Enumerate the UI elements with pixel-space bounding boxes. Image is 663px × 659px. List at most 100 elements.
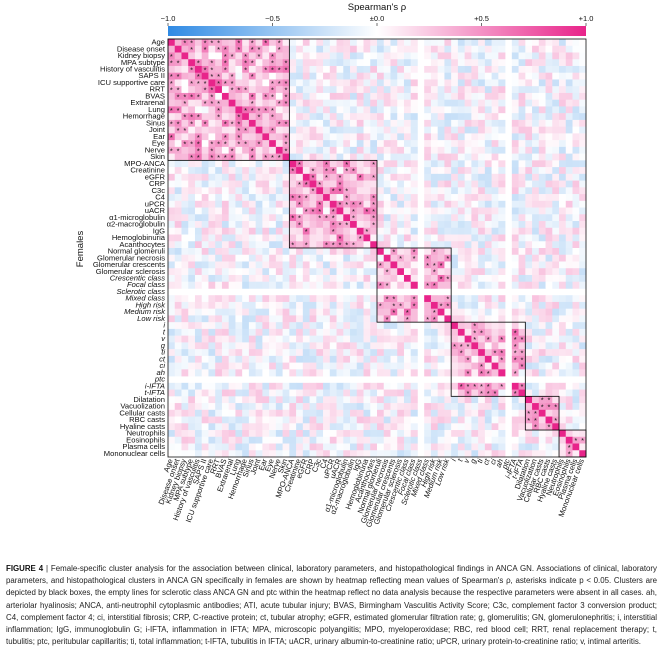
heatmap-cell — [518, 416, 526, 424]
heatmap-cell — [484, 382, 492, 390]
heatmap-cell — [370, 221, 378, 229]
heatmap-cell — [296, 335, 304, 343]
heatmap-cell — [383, 92, 391, 100]
heatmap-cell — [545, 92, 553, 100]
significance-marker: * — [399, 301, 402, 310]
significance-marker: * — [170, 79, 173, 88]
heatmap-cell — [343, 301, 351, 309]
heatmap-cell — [336, 167, 344, 175]
heatmap-cell — [525, 126, 533, 134]
heatmap-cell — [316, 65, 324, 74]
heatmap-cell — [377, 308, 385, 316]
heatmap-cell — [444, 86, 452, 94]
significance-marker: * — [190, 65, 193, 74]
heatmap-cell — [329, 173, 337, 181]
heatmap-cell — [228, 315, 236, 323]
heatmap-cell — [201, 39, 209, 47]
heatmap-cell — [403, 295, 412, 303]
heatmap-cell — [235, 133, 243, 141]
heatmap-cell — [350, 86, 358, 94]
heatmap-cell — [403, 382, 412, 390]
heatmap-cell — [390, 126, 398, 134]
heatmap-cell — [181, 396, 189, 404]
heatmap-cell — [532, 416, 540, 424]
heatmap-cell — [323, 241, 331, 249]
heatmap-cell — [471, 140, 479, 148]
heatmap-cell — [478, 335, 486, 343]
heatmap-cell — [343, 450, 351, 458]
heatmap-cell — [403, 160, 412, 168]
heatmap-cell — [309, 173, 317, 181]
heatmap-cell — [235, 430, 243, 438]
significance-marker: * — [237, 140, 240, 149]
heatmap-cell — [370, 59, 378, 67]
heatmap-cell — [316, 173, 324, 181]
heatmap-cell — [424, 382, 432, 390]
heatmap-cell — [255, 86, 263, 94]
heatmap-cell — [572, 106, 580, 114]
heatmap-cell — [201, 423, 209, 431]
heatmap-cell — [242, 301, 250, 309]
heatmap-cell — [262, 160, 270, 168]
heatmap-cell — [275, 234, 283, 242]
heatmap-cell — [390, 254, 398, 262]
heatmap-cell — [370, 45, 378, 53]
heatmap-cell — [282, 39, 290, 47]
heatmap-cell — [430, 382, 438, 390]
heatmap-cell — [221, 52, 229, 60]
heatmap-cell — [242, 140, 250, 148]
heatmap-cell — [430, 126, 438, 134]
heatmap-cell — [188, 207, 196, 215]
significance-marker: * — [197, 153, 200, 162]
heatmap-cell — [168, 106, 176, 114]
heatmap-cell — [525, 436, 533, 444]
heatmap-cell — [269, 119, 277, 127]
heatmap-cell — [215, 214, 223, 222]
heatmap-cell — [343, 409, 351, 417]
heatmap-cell — [248, 187, 256, 195]
heatmap-cell — [538, 443, 546, 451]
heatmap-cell — [350, 146, 358, 154]
heatmap-cell — [397, 221, 405, 229]
heatmap-cell — [478, 436, 486, 444]
heatmap-cell — [194, 65, 203, 74]
heatmap-cell — [343, 281, 351, 289]
heatmap-cell — [410, 362, 418, 370]
heatmap-cell — [545, 45, 553, 53]
heatmap-cell — [188, 308, 196, 316]
heatmap-cell — [174, 281, 182, 289]
heatmap-cell — [410, 261, 418, 269]
heatmap-cell — [302, 349, 310, 357]
heatmap-cell — [383, 86, 391, 94]
heatmap-cell — [289, 450, 297, 458]
heatmap-cell — [559, 335, 567, 343]
heatmap-cell — [525, 52, 533, 60]
heatmap-cell — [559, 234, 567, 242]
heatmap-cell — [208, 268, 216, 276]
heatmap-cell — [559, 92, 567, 100]
heatmap-cell — [451, 328, 459, 336]
heatmap-cell — [269, 308, 277, 316]
heatmap-cell — [464, 342, 472, 350]
heatmap-cell — [208, 65, 216, 74]
heatmap-cell — [430, 113, 438, 121]
heatmap-cell — [424, 221, 432, 229]
heatmap-cell — [316, 200, 324, 208]
heatmap-cell — [424, 301, 432, 309]
heatmap-cell — [201, 328, 209, 336]
significance-marker: * — [298, 180, 301, 189]
heatmap-cell — [377, 126, 385, 134]
heatmap-cell — [390, 214, 398, 222]
heatmap-cell — [168, 342, 176, 350]
heatmap-cell — [168, 389, 176, 397]
heatmap-cell — [377, 301, 385, 309]
heatmap-cell — [532, 194, 540, 202]
heatmap-cell — [484, 194, 492, 202]
heatmap-cell — [316, 234, 324, 242]
column-label: ptc — [500, 457, 512, 471]
heatmap-cell — [275, 281, 283, 289]
heatmap-cell — [377, 261, 385, 269]
heatmap-cell — [194, 248, 203, 256]
significance-marker: * — [210, 86, 213, 95]
heatmap-cell — [518, 207, 526, 215]
